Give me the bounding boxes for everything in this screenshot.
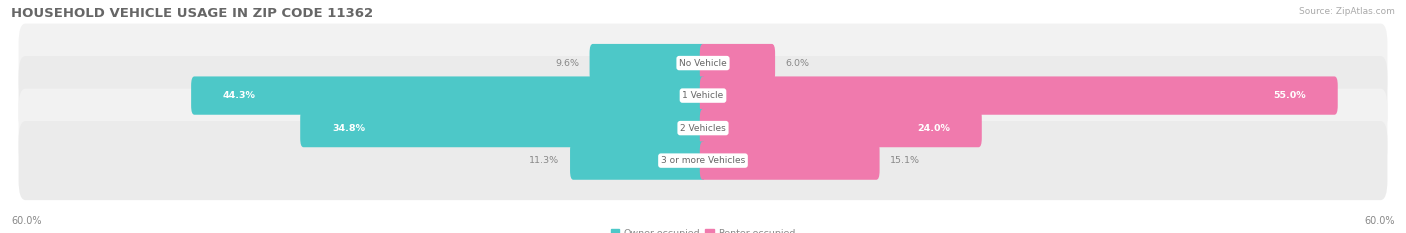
FancyBboxPatch shape xyxy=(25,43,1381,83)
FancyBboxPatch shape xyxy=(569,141,706,180)
FancyBboxPatch shape xyxy=(301,109,706,147)
FancyBboxPatch shape xyxy=(18,24,1388,103)
FancyBboxPatch shape xyxy=(18,56,1388,135)
FancyBboxPatch shape xyxy=(700,141,880,180)
Text: 44.3%: 44.3% xyxy=(224,91,256,100)
Text: 24.0%: 24.0% xyxy=(917,123,950,133)
Text: HOUSEHOLD VEHICLE USAGE IN ZIP CODE 11362: HOUSEHOLD VEHICLE USAGE IN ZIP CODE 1136… xyxy=(11,7,374,20)
FancyBboxPatch shape xyxy=(25,108,1381,148)
Text: 60.0%: 60.0% xyxy=(11,216,42,226)
Text: 2 Vehicles: 2 Vehicles xyxy=(681,123,725,133)
FancyBboxPatch shape xyxy=(700,109,981,147)
FancyBboxPatch shape xyxy=(700,76,1337,115)
FancyBboxPatch shape xyxy=(18,89,1388,168)
Text: 11.3%: 11.3% xyxy=(529,156,560,165)
Text: 6.0%: 6.0% xyxy=(786,58,810,68)
Text: 3 or more Vehicles: 3 or more Vehicles xyxy=(661,156,745,165)
FancyBboxPatch shape xyxy=(191,76,706,115)
FancyBboxPatch shape xyxy=(589,44,706,82)
Text: 60.0%: 60.0% xyxy=(1364,216,1395,226)
FancyBboxPatch shape xyxy=(25,76,1381,115)
Legend: Owner-occupied, Renter-occupied: Owner-occupied, Renter-occupied xyxy=(607,225,799,233)
FancyBboxPatch shape xyxy=(25,141,1381,180)
Text: Source: ZipAtlas.com: Source: ZipAtlas.com xyxy=(1299,7,1395,16)
FancyBboxPatch shape xyxy=(700,44,775,82)
Text: 34.8%: 34.8% xyxy=(332,123,366,133)
Text: 15.1%: 15.1% xyxy=(890,156,920,165)
Text: No Vehicle: No Vehicle xyxy=(679,58,727,68)
FancyBboxPatch shape xyxy=(18,121,1388,200)
Text: 1 Vehicle: 1 Vehicle xyxy=(682,91,724,100)
Text: 9.6%: 9.6% xyxy=(555,58,579,68)
Text: 55.0%: 55.0% xyxy=(1274,91,1306,100)
